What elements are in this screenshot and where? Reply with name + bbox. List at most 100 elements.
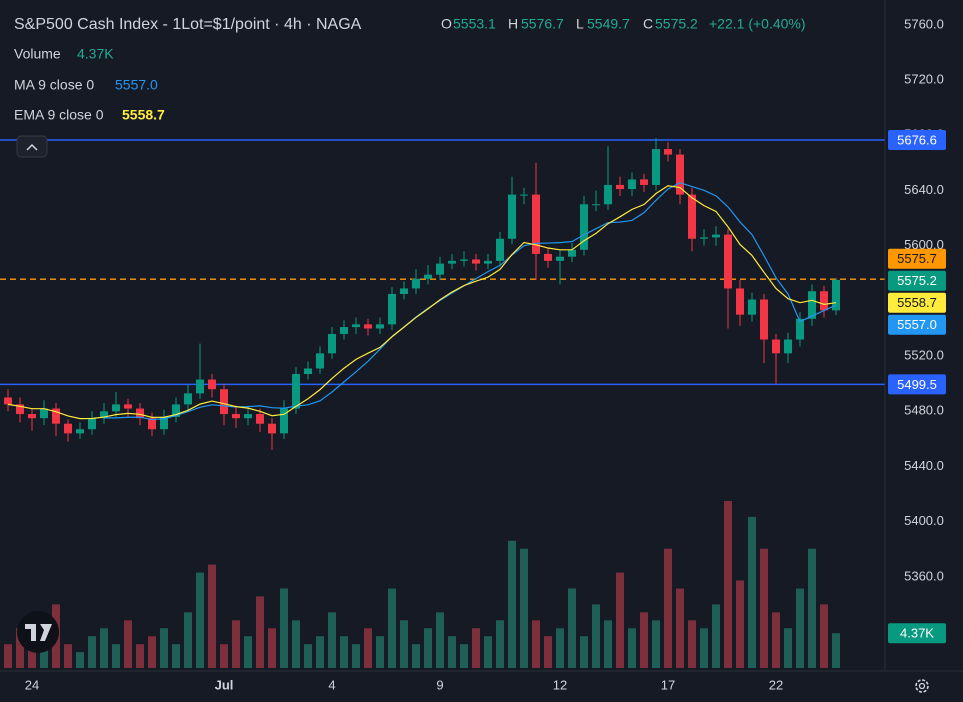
- x-tick-label: 17: [661, 677, 675, 692]
- price-tags: 5676.6 5575.7 5575.2 5558.7 5557.0 5499.5 4.37…: [888, 129, 946, 644]
- candle-body: [676, 154, 684, 195]
- candle-body: [652, 149, 660, 185]
- volume-bar: [784, 628, 792, 668]
- ma-legend: MA 9 close 0: [14, 77, 94, 93]
- volume-bar: [400, 620, 408, 668]
- price-tag: 5575.7: [888, 248, 946, 269]
- volume-bar: [664, 548, 672, 668]
- volume-bar: [568, 588, 576, 668]
- button-bg[interactable]: [16, 135, 48, 158]
- logo[interactable]: [17, 611, 59, 653]
- candle-body: [712, 234, 720, 238]
- gear-icon[interactable]: [915, 679, 929, 693]
- candle-body: [556, 256, 564, 261]
- candle-body: [688, 194, 696, 239]
- price-tag: 5499.5: [888, 374, 946, 395]
- candle-body: [628, 179, 636, 190]
- volume-bar: [424, 628, 432, 668]
- candle-body: [316, 353, 324, 369]
- change-value: +22.1 (+0.40%): [709, 16, 806, 32]
- volume-bar: [208, 564, 216, 668]
- volume-bar: [232, 620, 240, 668]
- candle-body: [184, 393, 192, 405]
- volume-bar: [304, 644, 312, 668]
- candle-body: [604, 184, 612, 205]
- candle-body: [640, 179, 648, 185]
- tag-label: 5499.5: [897, 377, 937, 392]
- ohlc-label: O: [441, 16, 452, 32]
- volume-bar: [484, 636, 492, 668]
- volume-bar: [340, 636, 348, 668]
- volume-bar: [220, 644, 228, 668]
- x-tick-label: 12: [553, 677, 567, 692]
- ohlc-value: 5549.7: [587, 16, 630, 32]
- volume-bar: [328, 612, 336, 668]
- candle-body: [88, 418, 96, 430]
- volume-bar: [736, 580, 744, 668]
- candle-body: [808, 291, 816, 319]
- x-tick-label: 9: [436, 677, 443, 692]
- ohlc-label: L: [576, 16, 584, 32]
- candle-body: [664, 149, 672, 155]
- candle-body: [16, 404, 24, 415]
- volume-bar: [796, 588, 804, 668]
- volume-bar: [160, 628, 168, 668]
- candle-body: [160, 416, 168, 430]
- volume-bar: [676, 588, 684, 668]
- volume-bar: [820, 604, 828, 668]
- y-tick-label: 5600.0: [904, 237, 944, 252]
- volume-bar: [544, 636, 552, 668]
- tag-label: 5557.0: [897, 317, 937, 332]
- x-tick-label: 24: [25, 677, 39, 692]
- logo-mark: [25, 624, 52, 641]
- x-tick-label: 4: [328, 677, 335, 692]
- candle-body: [112, 404, 120, 412]
- volume-bar: [388, 588, 396, 668]
- volume-bar: [760, 548, 768, 668]
- legend: S&P500 Cash Index - 1Lot=$1/point · 4h ·…: [14, 16, 806, 123]
- candle-body: [220, 389, 228, 415]
- candle-body: [340, 327, 348, 334]
- candle-body: [748, 299, 756, 315]
- candle-body: [328, 334, 336, 354]
- candle-body: [460, 259, 468, 261]
- volume-bar: [412, 644, 420, 668]
- time-axis: 24 Jul 4 9 12 17 22: [25, 677, 783, 692]
- volume-bar: [280, 588, 288, 668]
- candle-body: [64, 423, 72, 434]
- volume-bar: [112, 644, 120, 668]
- volume-bar: [436, 612, 444, 668]
- candle-body: [148, 418, 156, 430]
- indicator-line: [104, 182, 837, 421]
- volume-bar: [556, 628, 564, 668]
- candle-body: [124, 404, 132, 409]
- tag-label: 5575.2: [897, 273, 937, 288]
- collapse-button[interactable]: [16, 135, 48, 158]
- settings-button[interactable]: [915, 679, 929, 693]
- volume-bar: [580, 636, 588, 668]
- candle-body: [376, 324, 384, 329]
- ohlc-label: H: [508, 16, 518, 32]
- volume-bar: [652, 620, 660, 668]
- ema-legend: EMA 9 close 0: [14, 107, 104, 123]
- volume-bar: [292, 620, 300, 668]
- candle-body: [208, 379, 216, 390]
- candle-body: [484, 260, 492, 264]
- candle-body: [196, 379, 204, 394]
- plot-layer: [0, 138, 885, 450]
- volume-bar: [352, 644, 360, 668]
- indicator-line: [7, 185, 837, 420]
- candle-body: [292, 374, 300, 409]
- ohlc-value: 5575.2: [655, 16, 698, 32]
- y-tick-label: 5760.0: [904, 16, 944, 31]
- volume-bar: [832, 633, 840, 668]
- y-tick-label: 5440.0: [904, 458, 944, 473]
- candle-body: [100, 411, 108, 419]
- volume-bar: [172, 644, 180, 668]
- candle-body: [472, 259, 480, 264]
- volume-bar: [748, 516, 756, 668]
- candle-body: [4, 397, 12, 405]
- volume-bar: [688, 620, 696, 668]
- candle-body: [400, 288, 408, 294]
